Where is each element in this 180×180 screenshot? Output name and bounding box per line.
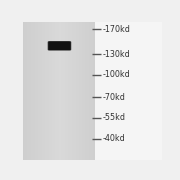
Bar bbox=[47, 22, 48, 160]
Bar bbox=[88, 22, 89, 160]
Text: -40kd: -40kd bbox=[103, 134, 125, 143]
Bar bbox=[27, 22, 29, 160]
Bar bbox=[46, 22, 47, 160]
Text: -70kd: -70kd bbox=[103, 93, 126, 102]
Bar bbox=[31, 22, 32, 160]
Bar bbox=[84, 22, 85, 160]
FancyBboxPatch shape bbox=[51, 42, 68, 50]
Bar bbox=[95, 22, 162, 160]
Bar bbox=[78, 22, 79, 160]
Bar bbox=[61, 22, 62, 160]
Bar bbox=[94, 22, 95, 160]
FancyBboxPatch shape bbox=[50, 42, 69, 50]
FancyBboxPatch shape bbox=[51, 42, 68, 50]
Bar bbox=[42, 22, 43, 160]
Bar bbox=[80, 22, 82, 160]
Bar bbox=[75, 22, 76, 160]
FancyBboxPatch shape bbox=[50, 42, 69, 50]
Text: -55kd: -55kd bbox=[103, 113, 126, 122]
Bar bbox=[41, 22, 42, 160]
Bar bbox=[33, 22, 35, 160]
Bar bbox=[91, 22, 93, 160]
FancyBboxPatch shape bbox=[49, 42, 70, 50]
FancyBboxPatch shape bbox=[49, 42, 70, 50]
Bar bbox=[82, 22, 83, 160]
Bar bbox=[85, 22, 87, 160]
Bar bbox=[89, 22, 90, 160]
Bar bbox=[32, 22, 33, 160]
Bar bbox=[35, 22, 36, 160]
FancyBboxPatch shape bbox=[48, 41, 71, 50]
Bar bbox=[24, 22, 25, 160]
Bar bbox=[43, 22, 44, 160]
Bar bbox=[71, 22, 72, 160]
FancyBboxPatch shape bbox=[49, 42, 70, 50]
Bar bbox=[65, 22, 66, 160]
Bar bbox=[55, 22, 56, 160]
Bar bbox=[54, 22, 55, 160]
Bar bbox=[22, 22, 24, 160]
FancyBboxPatch shape bbox=[51, 42, 68, 49]
Bar bbox=[39, 22, 41, 160]
Bar bbox=[51, 22, 53, 160]
Bar bbox=[64, 22, 65, 160]
Bar bbox=[70, 22, 71, 160]
Bar bbox=[26, 22, 27, 160]
Text: -130kd: -130kd bbox=[103, 50, 130, 59]
Bar bbox=[77, 22, 78, 160]
Bar bbox=[53, 22, 54, 160]
Bar bbox=[83, 22, 84, 160]
Bar bbox=[56, 22, 58, 160]
Bar bbox=[58, 22, 59, 160]
Bar bbox=[48, 22, 49, 160]
Bar bbox=[30, 22, 31, 160]
Bar bbox=[49, 22, 50, 160]
Bar bbox=[87, 22, 88, 160]
FancyBboxPatch shape bbox=[50, 42, 69, 50]
Bar bbox=[68, 22, 70, 160]
Bar bbox=[37, 22, 38, 160]
FancyBboxPatch shape bbox=[51, 42, 68, 50]
Bar bbox=[62, 22, 64, 160]
Text: -170kd: -170kd bbox=[103, 25, 130, 34]
Bar bbox=[38, 22, 39, 160]
Bar bbox=[79, 22, 80, 160]
FancyBboxPatch shape bbox=[48, 41, 71, 50]
Bar bbox=[93, 22, 94, 160]
Bar bbox=[72, 22, 73, 160]
Bar bbox=[25, 22, 26, 160]
Bar bbox=[50, 22, 51, 160]
Bar bbox=[66, 22, 67, 160]
Bar bbox=[60, 22, 61, 160]
Bar bbox=[22, 22, 95, 160]
FancyBboxPatch shape bbox=[50, 42, 69, 50]
FancyBboxPatch shape bbox=[52, 42, 67, 49]
FancyBboxPatch shape bbox=[48, 42, 71, 50]
Text: -100kd: -100kd bbox=[103, 70, 130, 79]
Bar bbox=[59, 22, 60, 160]
FancyBboxPatch shape bbox=[48, 41, 71, 50]
FancyBboxPatch shape bbox=[49, 42, 70, 50]
FancyBboxPatch shape bbox=[50, 42, 69, 50]
Bar bbox=[29, 22, 30, 160]
Bar bbox=[76, 22, 77, 160]
Bar bbox=[90, 22, 91, 160]
Bar bbox=[73, 22, 75, 160]
Bar bbox=[67, 22, 68, 160]
Bar bbox=[36, 22, 37, 160]
Bar bbox=[44, 22, 46, 160]
